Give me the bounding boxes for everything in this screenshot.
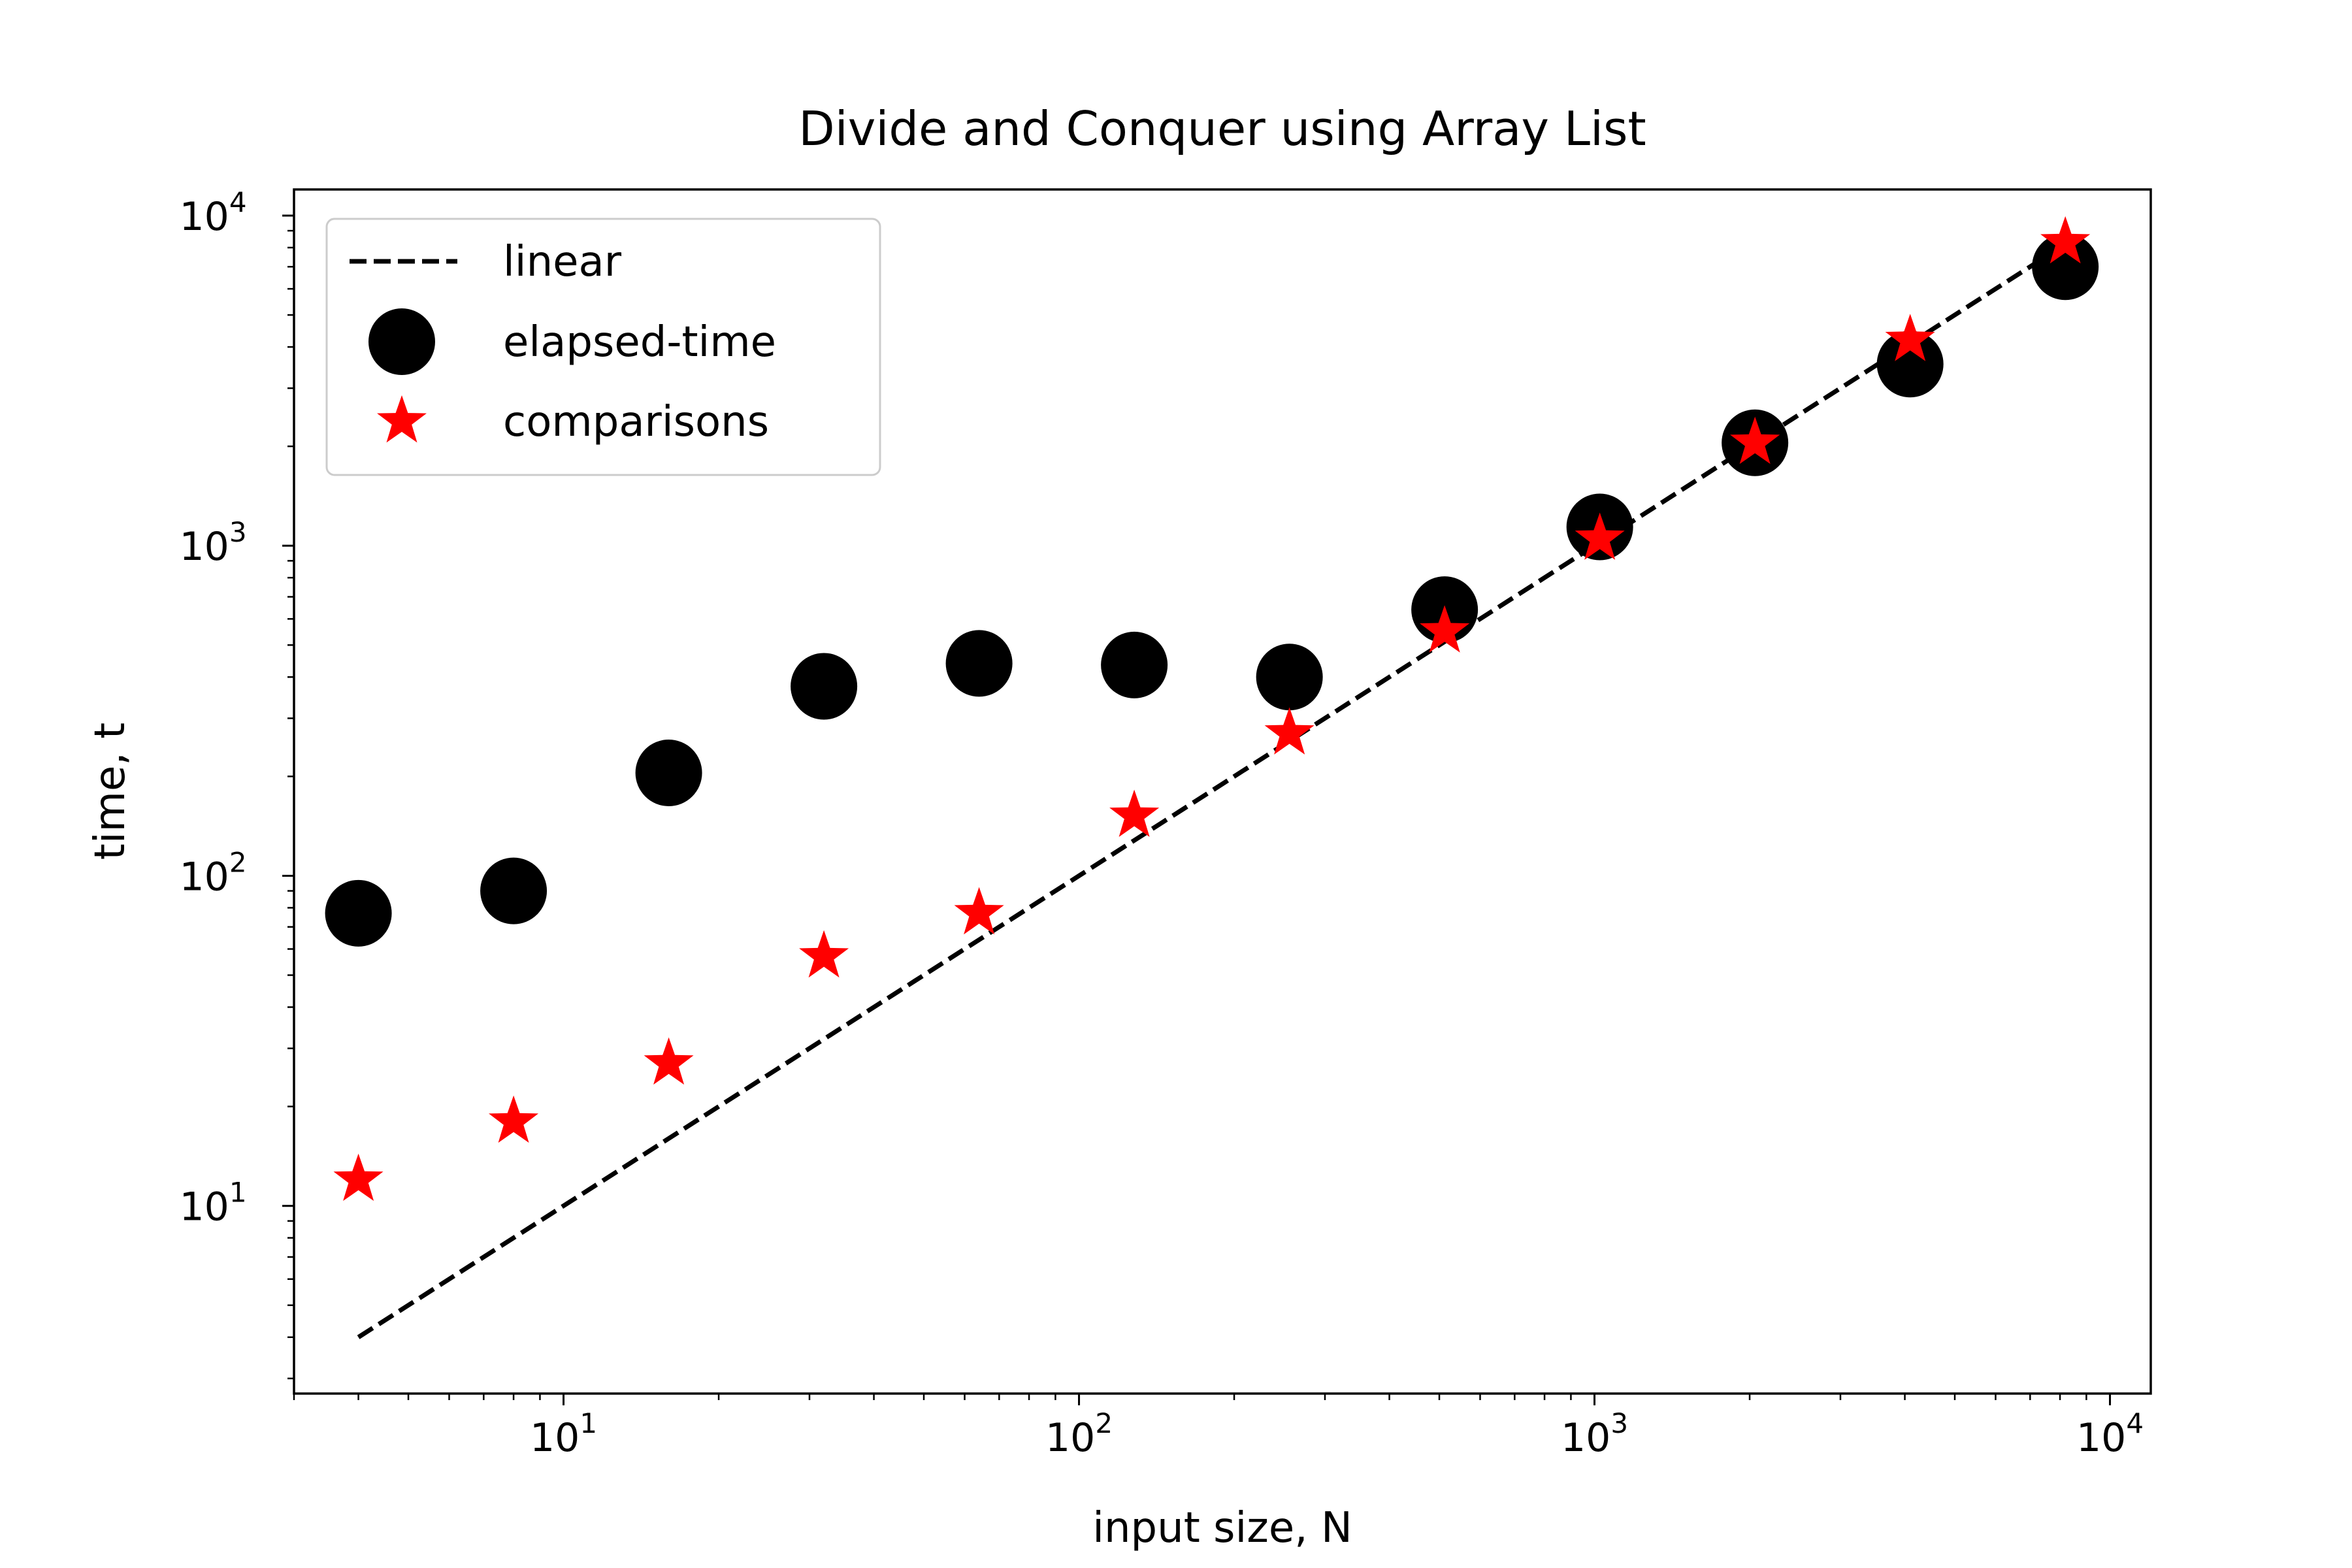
legend-box [325, 218, 881, 476]
x-tick-label: 104 [2076, 1407, 2144, 1461]
legend-label: linear [503, 238, 622, 286]
elapsed-time-point [325, 879, 392, 947]
elapsed-time-point [635, 739, 702, 806]
comparisons-point [333, 1153, 384, 1201]
comparisons-point [954, 887, 1004, 935]
elapsed-time-point [2032, 233, 2099, 301]
y-axis: 101 102 103 104 [179, 186, 294, 1380]
legend-label: comparisons [503, 398, 769, 446]
y-axis-label: time, t [86, 723, 135, 860]
comparisons-point [799, 930, 849, 978]
comparisons-point [1730, 416, 1780, 465]
comparisons-point [1575, 512, 1625, 560]
y-tick-label: 104 [179, 186, 246, 240]
axes-frame [293, 188, 2152, 1395]
comparisons-point [489, 1095, 539, 1143]
x-tick-label: 102 [1045, 1407, 1113, 1461]
comparisons-point [1264, 707, 1315, 755]
chart-title: Divide and Conquer using Array List [798, 101, 1646, 156]
comparisons-point [1109, 789, 1160, 837]
comparisons-point [2040, 216, 2091, 264]
legend-comparisons-swatch [377, 395, 427, 443]
comparisons-point [644, 1037, 694, 1085]
elapsed-time-point [1256, 644, 1323, 711]
legend-elapsed-time-swatch [368, 308, 435, 375]
elapsed-time-point [791, 653, 858, 720]
legend-label: elapsed-time [503, 318, 776, 367]
x-axis-label: input size, N [1092, 1504, 1352, 1552]
elapsed-time-point [1876, 331, 1944, 398]
legend: linear elapsed-time comparisons [325, 218, 881, 476]
elapsed-time-point [945, 630, 1013, 697]
comparisons-point [1420, 605, 1470, 653]
elapsed-time-point [1101, 631, 1168, 698]
elapsed-time-point [480, 857, 547, 924]
x-tick-label: 103 [1561, 1407, 1628, 1461]
x-axis: 101 102 103 104 [293, 1394, 2144, 1461]
comparisons-point [1885, 314, 1935, 361]
y-tick-label: 101 [179, 1177, 246, 1230]
y-tick-label: 102 [179, 846, 246, 900]
x-tick-label: 101 [530, 1407, 597, 1461]
y-tick-label: 103 [179, 516, 246, 570]
plot-area [325, 216, 2099, 1339]
